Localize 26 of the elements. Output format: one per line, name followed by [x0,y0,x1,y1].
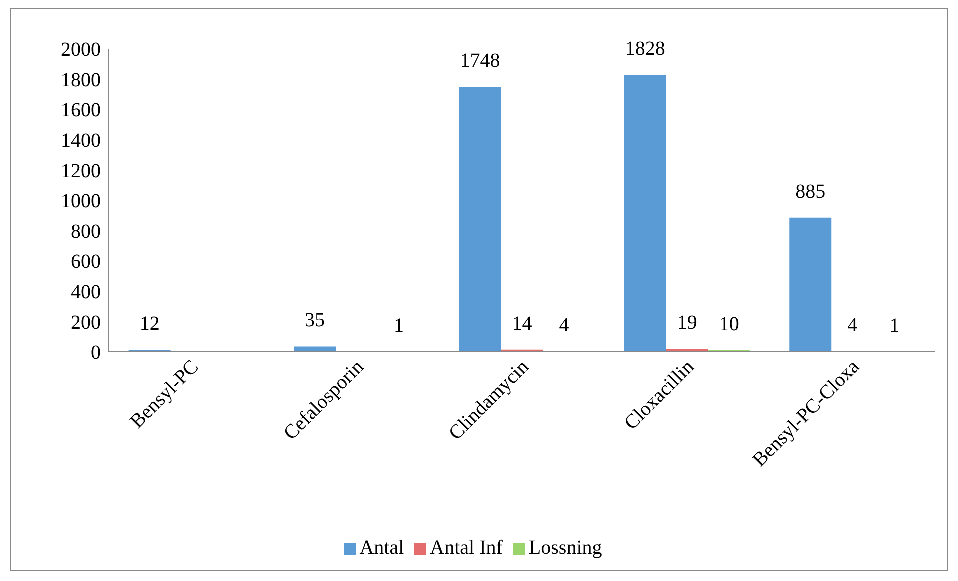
data-label: 1828 [625,38,666,60]
y-tick-label: 2000 [61,39,101,62]
data-label: 14 [512,312,532,335]
data-label: 4 [848,314,858,336]
legend-label: Lossning [528,537,602,559]
y-tick-label: 1600 [61,100,101,122]
data-label: 1 [394,314,404,337]
data-label: 885 [796,180,826,203]
data-label: 12 [140,313,160,336]
y-tick-label: 1200 [61,160,101,182]
data-label: 4 [559,314,570,336]
y-tick-label: 400 [71,282,101,304]
y-tick-label: 800 [71,220,101,243]
y-tick-label: 0 [91,342,101,364]
data-label: 35 [305,310,326,332]
legend-label: Antal [360,537,404,559]
y-tick-label: 1800 [61,69,101,92]
legend-label: Antal Inf [430,537,503,559]
data-label: 1748 [460,50,500,72]
y-tick-label: 600 [71,251,101,274]
y-tick-label: 1000 [61,190,101,213]
data-label: 19 [677,312,698,334]
y-tick-label: 1400 [61,130,101,152]
data-label: 1 [890,314,900,337]
y-tick-label: 200 [71,312,101,334]
data-label: 10 [719,313,740,336]
